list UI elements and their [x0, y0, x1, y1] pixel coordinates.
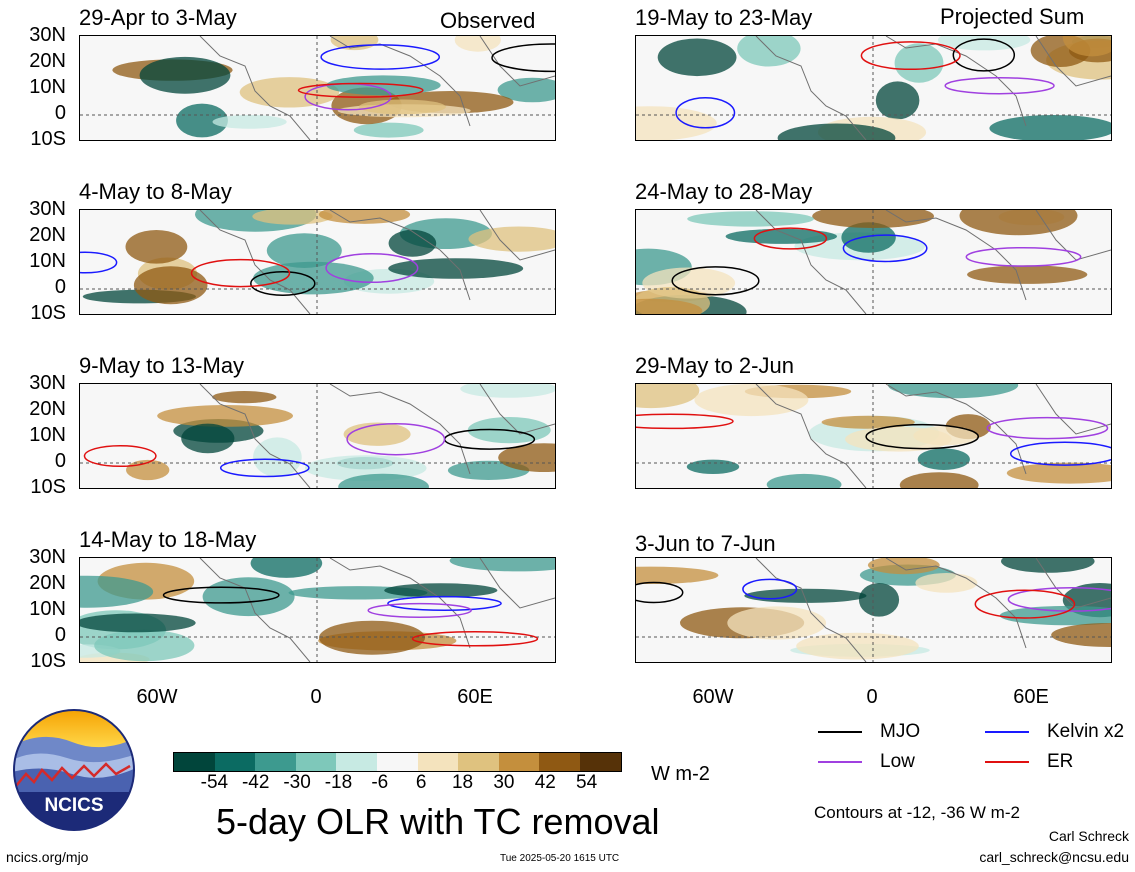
colorbar-swatch — [539, 753, 580, 771]
lat-label: 10S — [30, 650, 66, 672]
map-panel-left-1 — [79, 35, 556, 141]
colorbar-swatch — [336, 753, 377, 771]
lat-label: 20N — [29, 572, 66, 594]
legend-item-kelvin: Kelvin x2 — [985, 721, 1124, 743]
lon-label: 60W — [692, 686, 734, 708]
panel-title-right-4: 3-Jun to 7-Jun — [635, 531, 776, 556]
colorbar-swatch — [295, 753, 337, 771]
lat-label: 20N — [29, 398, 66, 420]
lat-label: 10N — [29, 76, 66, 98]
legend-label-kelvin: Kelvin x2 — [1047, 721, 1125, 742]
lat-label: 10N — [29, 250, 66, 272]
panel-title-left-2: 4-May to 8-May — [79, 179, 232, 204]
legend-item-low: Low — [818, 751, 915, 773]
lat-label: 10S — [30, 128, 66, 150]
panel-title-left-4: 14-May to 18-May — [79, 527, 257, 552]
legend-line-er — [985, 761, 1029, 763]
lat-label: 30N — [29, 198, 66, 220]
lon-label: 60E — [457, 686, 493, 708]
panel-title-right-1: 19-May to 23-May — [635, 5, 813, 30]
lat-label: 0 — [54, 276, 66, 298]
lon-label: 60W — [136, 686, 178, 708]
legend-label-low: Low — [880, 751, 915, 772]
colorbar-tick-label: -42 — [241, 772, 270, 793]
map-panel-right-3 — [635, 383, 1112, 489]
colorbar-swatch — [458, 753, 499, 771]
lat-label: 10S — [30, 302, 66, 324]
main-title: 5-day OLR with TC removal — [216, 801, 660, 842]
panel-title-left-1: 29-Apr to 3-May — [79, 5, 237, 30]
colorbar-swatch — [417, 753, 459, 771]
panel-title-right-3: 29-May to 2-Jun — [635, 353, 794, 378]
colorbar-units: W m-2 — [651, 763, 710, 785]
map-panel-right-4 — [635, 557, 1112, 663]
colorbar-tick-label: 30 — [493, 772, 515, 793]
lat-label: 20N — [29, 50, 66, 72]
lon-label: 0 — [310, 686, 322, 708]
colorbar-tick-label: 6 — [415, 772, 427, 793]
colorbar-tick-label: -54 — [200, 772, 229, 793]
colorbar-swatch — [376, 753, 418, 771]
map-panel-left-4 — [79, 557, 556, 663]
lat-label: 30N — [29, 546, 66, 568]
colorbar-tick-label: -30 — [283, 772, 311, 793]
colorbar-tick-label: -18 — [324, 772, 353, 793]
legend-item-er: ER — [985, 751, 1073, 773]
colorbar-tick-label: -6 — [371, 772, 389, 793]
map-panel-right-1 — [635, 35, 1112, 141]
lat-label: 10N — [29, 424, 66, 446]
site-link[interactable]: ncics.org/mjo — [6, 849, 89, 865]
colorbar-tick-label: 18 — [451, 772, 474, 793]
colorbar-ticks: -54 -42 -30 -18 -6 6 18 30 42 54 — [173, 772, 628, 796]
lat-label: 0 — [54, 450, 66, 472]
legend-label-mjo: MJO — [880, 721, 921, 742]
legend-line-kelvin — [985, 731, 1029, 733]
credit-email: carl_schreck@ncsu.edu — [979, 849, 1129, 865]
lat-label: 30N — [29, 372, 66, 394]
panel-title-right-2: 24-May to 28-May — [635, 179, 813, 204]
observed-label: Observed — [440, 8, 536, 33]
map-panel-left-2 — [79, 209, 556, 315]
lon-label: 0 — [866, 686, 878, 708]
colorbar-swatch — [498, 753, 540, 771]
colorbar — [173, 752, 622, 772]
legend-line-low — [818, 761, 862, 763]
legend-item-mjo: MJO — [818, 721, 920, 743]
colorbar-swatch — [174, 753, 215, 771]
map-panel-left-3 — [79, 383, 556, 489]
lat-label: 0 — [54, 102, 66, 124]
colorbar-swatch — [255, 753, 296, 771]
lat-label: 0 — [54, 624, 66, 646]
colorbar-swatch — [214, 753, 256, 771]
ncics-logo: NCICS — [12, 708, 136, 832]
colorbar-swatch — [579, 753, 621, 771]
colorbar-tick-label: 42 — [534, 772, 556, 793]
panel-title-left-3: 9-May to 13-May — [79, 353, 245, 378]
timestamp: Tue 2025-05-20 1615 UTC — [500, 853, 620, 864]
lat-label: 10N — [29, 598, 66, 620]
lon-label: 60E — [1013, 686, 1049, 708]
lat-label: 10S — [30, 476, 66, 498]
legend-label-er: ER — [1047, 751, 1074, 772]
legend-line-mjo — [818, 731, 862, 733]
map-panel-right-2 — [635, 209, 1112, 315]
lat-label: 20N — [29, 224, 66, 246]
projected-sum-label: Projected Sum — [940, 4, 1085, 29]
credit-name: Carl Schreck — [1048, 828, 1129, 844]
logo-text: NCICS — [44, 795, 103, 816]
contours-note: Contours at -12, -36 W m-2 — [814, 803, 1020, 822]
colorbar-tick-label: 54 — [576, 772, 598, 793]
lat-label: 30N — [29, 24, 66, 46]
